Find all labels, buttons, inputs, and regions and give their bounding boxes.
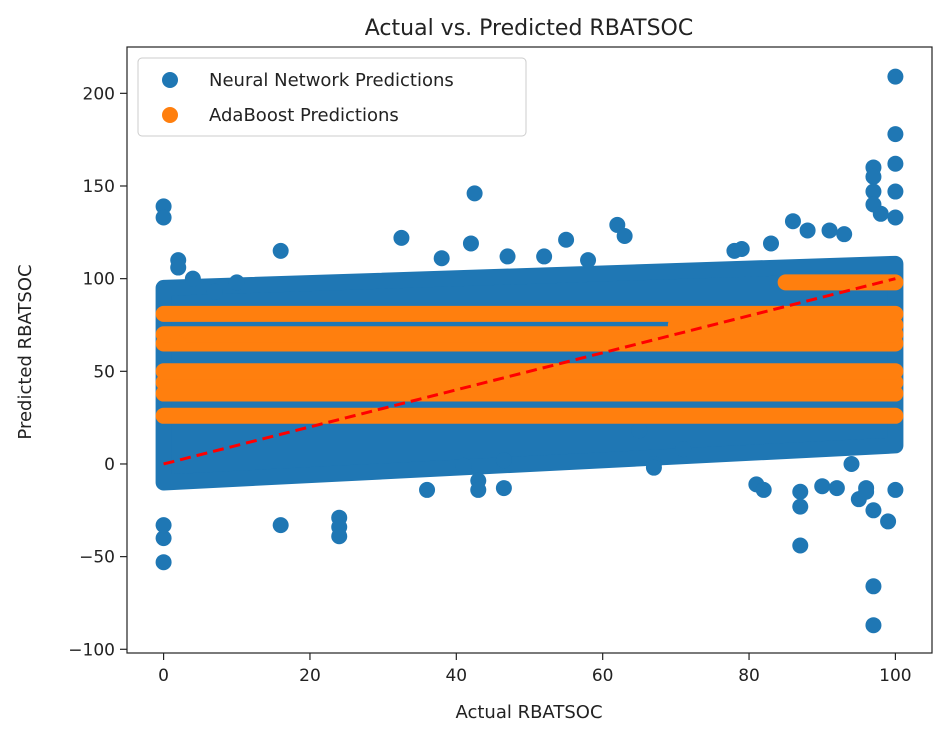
legend-box bbox=[137, 57, 527, 137]
nn-prediction-point bbox=[155, 554, 172, 571]
reference-line bbox=[163, 277, 896, 466]
nn-prediction-point bbox=[419, 481, 436, 498]
nn-prediction-point bbox=[887, 68, 904, 85]
y-tick-label: −50 bbox=[79, 548, 115, 568]
nn-prediction-point bbox=[784, 213, 801, 230]
nn-prediction-point bbox=[495, 480, 512, 497]
y-tick-label: 100 bbox=[83, 270, 115, 290]
nn-prediction-point bbox=[843, 455, 860, 472]
nn-prediction-point bbox=[184, 270, 201, 287]
nn-prediction-point bbox=[880, 513, 897, 530]
nn-prediction-point bbox=[558, 231, 575, 248]
nn-prediction-point bbox=[228, 274, 245, 291]
y-tick-label: −100 bbox=[68, 640, 115, 660]
nn-prediction-point bbox=[836, 226, 853, 243]
nn-prediction-point bbox=[887, 209, 904, 226]
nn-prediction-point bbox=[858, 483, 875, 500]
nn-prediction-point bbox=[755, 481, 772, 498]
nn-prediction-point bbox=[792, 498, 809, 515]
nn-prediction-point bbox=[763, 235, 779, 252]
nn-prediction-point bbox=[272, 242, 289, 259]
legend-marker-neural-network bbox=[162, 72, 178, 88]
chart-title: Actual vs. Predicted RBATSOC bbox=[365, 16, 693, 41]
x-tick-label: 60 bbox=[592, 666, 614, 686]
y-tick-label: 0 bbox=[104, 455, 115, 475]
nn-prediction-point bbox=[821, 222, 838, 239]
nn-prediction-point bbox=[170, 259, 187, 276]
plot-frame bbox=[126, 46, 933, 654]
nn-prediction-point bbox=[536, 248, 553, 265]
nn-prediction-point bbox=[155, 530, 172, 547]
x-tick-label: 20 bbox=[299, 666, 321, 686]
nn-prediction-point bbox=[872, 205, 889, 222]
y-tick-label: 200 bbox=[83, 84, 115, 104]
nn-prediction-point bbox=[462, 235, 479, 252]
x-tick-label: 100 bbox=[879, 666, 911, 686]
legend-label-adaboost: AdaBoost Predictions bbox=[209, 105, 399, 126]
nn-prediction-point bbox=[799, 222, 816, 239]
nn-prediction-point bbox=[495, 452, 512, 469]
nn-prediction-point bbox=[865, 578, 882, 595]
x-tick-label: 80 bbox=[738, 666, 760, 686]
adaboost-prediction-point bbox=[170, 335, 187, 352]
nn-prediction-point bbox=[272, 517, 289, 534]
nn-prediction-point bbox=[155, 209, 172, 226]
nn-prediction-point bbox=[455, 457, 472, 474]
nn-prediction-point bbox=[675, 441, 692, 458]
nn-prediction-point bbox=[887, 155, 904, 172]
nn-prediction-point bbox=[887, 183, 904, 200]
nn-prediction-point bbox=[499, 248, 516, 265]
nn-prediction-point bbox=[206, 283, 223, 300]
nn-prediction-point bbox=[887, 126, 904, 143]
nn-prediction-point bbox=[865, 168, 882, 185]
nn-prediction-point bbox=[631, 422, 648, 439]
nn-prediction-point bbox=[393, 229, 410, 246]
nn-prediction-point bbox=[470, 481, 487, 498]
nn-prediction-point bbox=[792, 483, 809, 500]
nn-prediction-point bbox=[733, 241, 750, 257]
nn-prediction-point bbox=[865, 183, 882, 200]
nn-prediction-point bbox=[645, 459, 662, 476]
nn-prediction-point bbox=[865, 502, 882, 519]
nn-prediction-point bbox=[887, 481, 904, 498]
nn-prediction-point bbox=[331, 528, 348, 545]
nn-prediction-point bbox=[155, 517, 172, 534]
nn-prediction-point bbox=[433, 250, 450, 267]
nn-prediction-point bbox=[580, 252, 597, 269]
x-tick-label: 40 bbox=[445, 666, 467, 686]
nn-prediction-point bbox=[792, 537, 809, 554]
nn-prediction-point bbox=[466, 185, 483, 202]
nn-prediction-point bbox=[814, 478, 831, 495]
nn-prediction-point bbox=[865, 617, 882, 634]
legend-label-neural-network: Neural Network Predictions bbox=[209, 70, 454, 91]
nn-prediction-point bbox=[616, 228, 633, 245]
y-tick-label: 150 bbox=[83, 177, 115, 197]
x-tick-label: 0 bbox=[158, 666, 169, 686]
legend: Neural Network Predictions AdaBoost Pred… bbox=[137, 57, 527, 137]
legend-marker-adaboost bbox=[162, 107, 178, 123]
y-axis-label: Predicted RBATSOC bbox=[15, 264, 36, 439]
nn-prediction-point bbox=[155, 198, 172, 215]
y-tick-label: 50 bbox=[93, 362, 115, 382]
nn-prediction-point bbox=[828, 480, 845, 497]
x-axis-label: Actual RBATSOC bbox=[455, 702, 602, 723]
